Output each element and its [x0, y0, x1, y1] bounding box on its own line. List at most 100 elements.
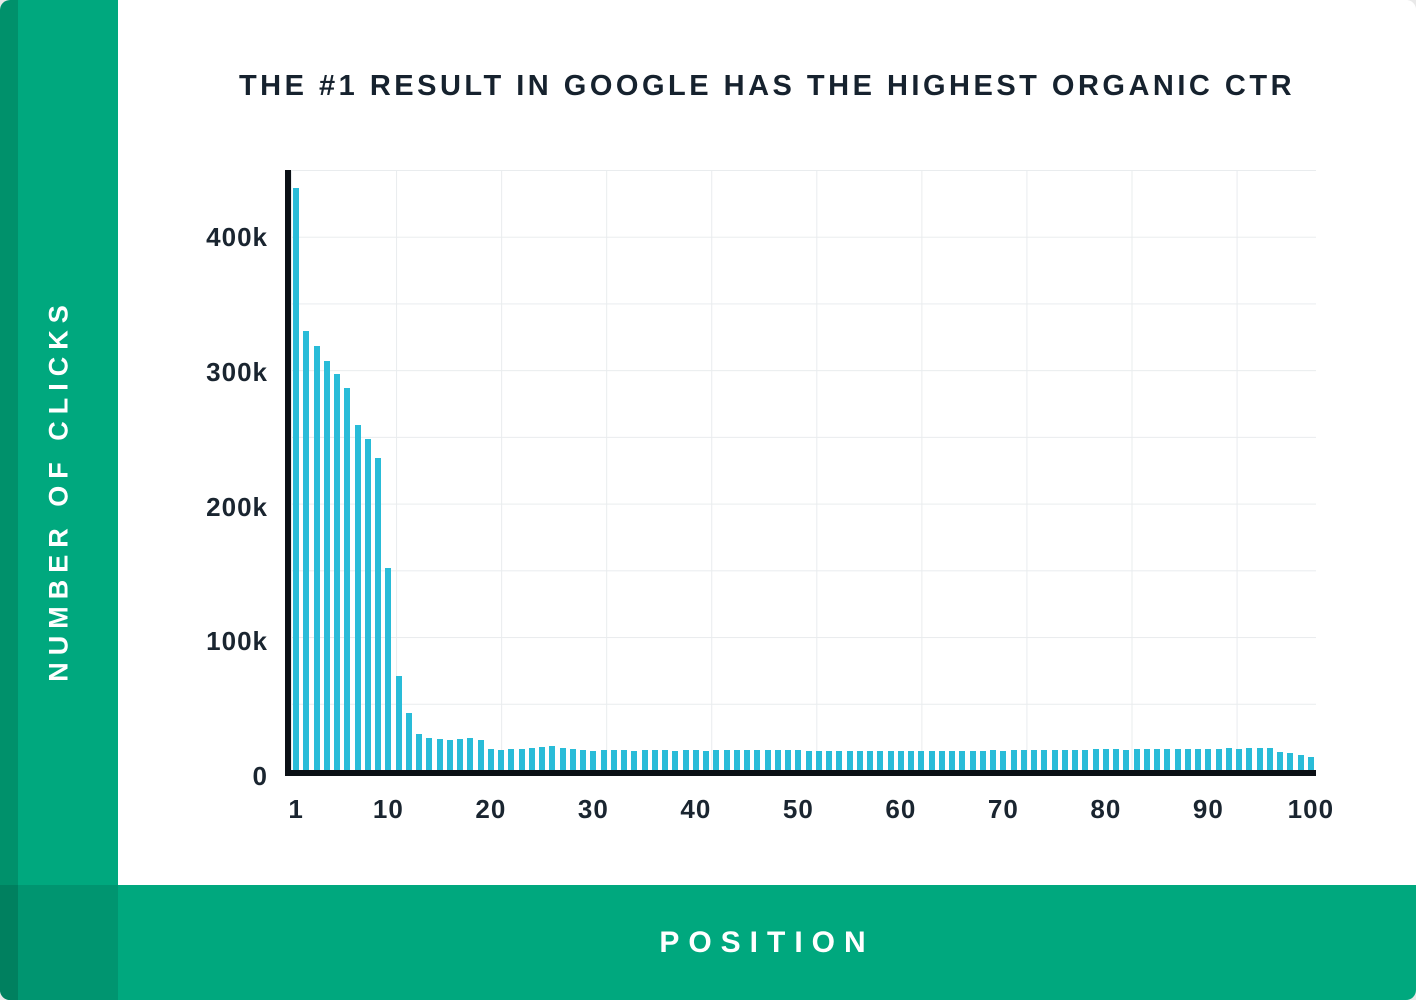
bar — [539, 747, 545, 770]
x-tick-label: 1 — [288, 794, 304, 824]
bar — [856, 750, 863, 770]
bottom-green-bar: POSITION — [118, 885, 1416, 1000]
bar — [487, 748, 494, 770]
bar — [744, 750, 750, 770]
bar — [672, 750, 679, 770]
bar — [641, 750, 648, 770]
bar — [1102, 749, 1109, 770]
bar — [1051, 749, 1058, 770]
bar — [826, 750, 832, 770]
bar — [815, 751, 822, 770]
y-tick-label: 100k — [206, 626, 268, 657]
bar — [498, 749, 504, 770]
bar — [979, 750, 986, 770]
bar — [918, 751, 925, 770]
bar — [1215, 748, 1222, 770]
bar — [1164, 748, 1171, 770]
bar — [1277, 751, 1283, 770]
y-tick-label: 400k — [206, 222, 268, 253]
x-tick-label: 80 — [1090, 794, 1122, 824]
left-column-corner — [0, 885, 118, 1000]
bar — [610, 749, 617, 770]
bar — [877, 751, 884, 770]
bar — [662, 750, 668, 770]
bar — [897, 750, 904, 770]
bar — [990, 750, 996, 770]
bar — [395, 675, 402, 770]
bar — [1133, 749, 1140, 770]
bar — [774, 750, 781, 770]
bar — [754, 749, 761, 770]
chart-title: THE #1 RESULT IN GOOGLE HAS THE HIGHEST … — [238, 70, 1296, 102]
plot-area — [285, 170, 1316, 776]
bar — [1041, 750, 1048, 770]
bar-series — [291, 170, 1316, 770]
bar — [1092, 749, 1099, 770]
bar — [385, 568, 392, 770]
bar — [969, 750, 976, 770]
x-tick-label: 10 — [372, 794, 404, 824]
bar — [549, 746, 556, 770]
bar — [580, 749, 586, 770]
bar — [682, 750, 689, 770]
bar — [1154, 749, 1160, 770]
bar — [795, 749, 802, 770]
x-tick-label: 70 — [987, 794, 1019, 824]
bar — [1143, 749, 1150, 770]
bar — [446, 740, 453, 770]
x-tick-label: 40 — [680, 794, 712, 824]
y-tick-label: 200k — [206, 491, 268, 522]
bar — [651, 749, 658, 770]
bar — [1031, 750, 1037, 770]
bar — [805, 751, 812, 770]
bar — [569, 749, 576, 770]
bar — [1256, 747, 1263, 770]
y-tick-label: 300k — [206, 357, 268, 387]
x-tick-label: 90 — [1192, 794, 1224, 824]
x-tick-label: 50 — [782, 794, 814, 824]
bar — [1236, 748, 1242, 770]
bar — [467, 737, 474, 770]
bar — [518, 748, 525, 770]
bar — [764, 749, 771, 770]
bar — [313, 345, 320, 770]
bar — [949, 750, 955, 770]
bar — [1061, 749, 1068, 770]
bar — [1205, 748, 1212, 770]
bar — [1246, 748, 1253, 770]
bar — [334, 374, 340, 770]
bar — [477, 740, 484, 770]
x-tick-label: 100 — [1287, 794, 1335, 824]
bar — [364, 438, 371, 770]
bar — [528, 747, 535, 770]
bar — [959, 750, 966, 770]
bar — [928, 751, 935, 770]
bar — [457, 739, 463, 770]
bar — [713, 750, 720, 770]
bar — [836, 751, 843, 770]
y-axis-tick-labels: 0 100k 200k 300k 400k — [118, 170, 268, 789]
bar — [559, 747, 566, 770]
bar — [1010, 750, 1017, 770]
y-tick-label: 0 — [252, 761, 268, 791]
bar — [405, 713, 412, 770]
x-tick-label: 60 — [885, 794, 917, 824]
bar — [1113, 749, 1119, 770]
bar — [303, 331, 310, 770]
bar — [1123, 749, 1130, 770]
bar — [1287, 753, 1294, 770]
bar — [867, 751, 873, 770]
bar — [938, 750, 945, 770]
bar — [723, 749, 730, 770]
bar — [1000, 750, 1007, 770]
bar — [323, 360, 330, 770]
bar — [887, 751, 894, 770]
bar — [426, 737, 433, 770]
bar — [631, 750, 638, 770]
bar — [1266, 748, 1273, 770]
bar — [293, 188, 299, 770]
chart-area: THE #1 RESULT IN GOOGLE HAS THE HIGHEST … — [118, 0, 1416, 885]
bar — [692, 749, 699, 770]
bar — [1072, 749, 1078, 770]
